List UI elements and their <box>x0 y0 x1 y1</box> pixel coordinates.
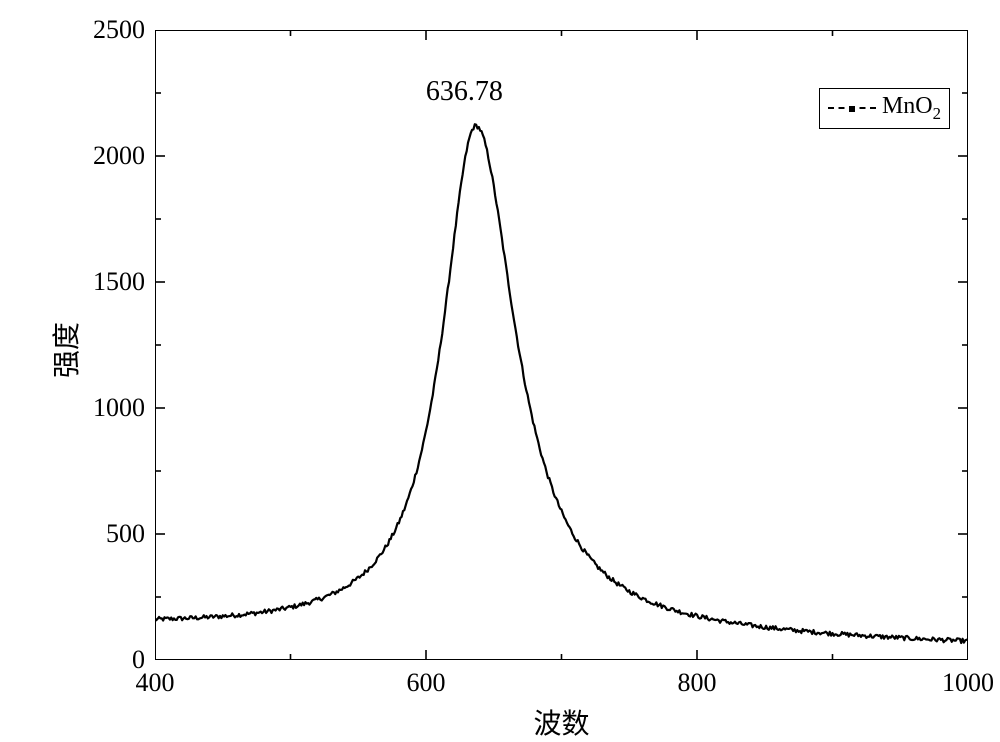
y-tick-label: 500 <box>65 519 145 549</box>
legend-text-main: MnO <box>882 93 933 119</box>
legend-series-label: MnO2 <box>882 93 941 124</box>
x-axis-label: 波数 <box>512 702 612 742</box>
y-tick-label: 1500 <box>65 267 145 297</box>
legend: MnO2 <box>819 88 950 129</box>
x-tick-label: 1000 <box>938 668 998 698</box>
y-tick-label: 2500 <box>65 15 145 45</box>
peak-annotation: 636.78 <box>426 76 503 108</box>
raman-spectrum-figure: 强度 波数 4006008001000 05001000150020002500… <box>0 0 1000 741</box>
y-tick-label: 0 <box>65 645 145 675</box>
x-tick-label: 600 <box>396 668 456 698</box>
y-axis-label: 强度 <box>45 300 85 400</box>
y-tick-label: 1000 <box>65 393 145 423</box>
x-tick-label: 800 <box>667 668 727 698</box>
y-tick-label: 2000 <box>65 141 145 171</box>
legend-text-sub: 2 <box>933 104 941 123</box>
legend-line-sample <box>828 107 876 109</box>
